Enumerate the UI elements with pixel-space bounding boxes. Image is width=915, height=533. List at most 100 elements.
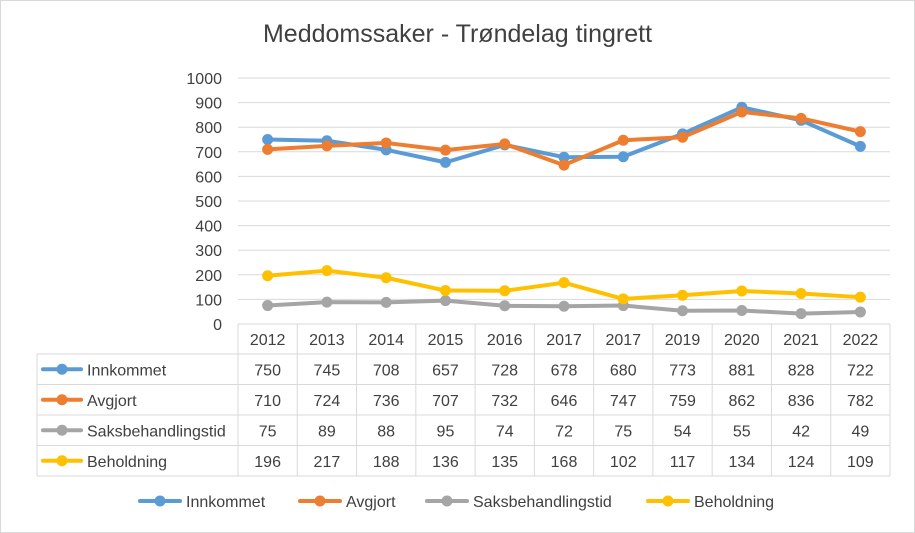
x-tick-label: 2014 <box>368 332 404 349</box>
y-tick-label: 400 <box>195 219 222 236</box>
data-point-beholdning <box>736 285 748 297</box>
data-point-avgjort <box>558 159 570 171</box>
data-table: 2012 2013 2014 2015 2016 2017 2017 2019 2020 2021… <box>36 323 891 477</box>
grid-lines <box>238 77 890 325</box>
table-cell: 75 <box>259 423 277 440</box>
x-tick-label: 2020 <box>724 332 760 349</box>
data-point-avgjort <box>262 143 274 155</box>
table-cell: 710 <box>254 393 281 410</box>
table-cell: 724 <box>314 393 341 410</box>
x-tick-label: 2022 <box>843 332 879 349</box>
table-cell: 678 <box>551 362 578 379</box>
data-point-beholdning <box>262 270 274 282</box>
table-cell: 862 <box>728 393 755 410</box>
x-tick-label: 2015 <box>428 332 464 349</box>
table-cell: 646 <box>551 393 578 410</box>
table-cell: 881 <box>728 362 755 379</box>
data-point-beholdning <box>558 277 570 289</box>
table-cell: 124 <box>788 454 815 471</box>
table-cell: 135 <box>491 454 518 471</box>
table-cell: 109 <box>847 454 874 471</box>
legend-label: Beholdning <box>694 494 774 511</box>
data-point-avgjort <box>854 126 866 138</box>
table-cell: 95 <box>437 423 455 440</box>
table-cell: 657 <box>432 362 459 379</box>
data-point-innkommet <box>617 151 629 163</box>
table-cell: 49 <box>851 423 869 440</box>
row-label: Avgjort <box>87 393 137 410</box>
table-cell: 828 <box>788 362 815 379</box>
table-cell: 736 <box>373 393 400 410</box>
table-cell: 836 <box>788 393 815 410</box>
data-point-beholdning <box>617 293 629 305</box>
legend-key-marker <box>154 495 166 507</box>
data-point-saksbehandlingstid <box>854 306 866 318</box>
data-point-saksbehandlingstid <box>677 305 689 317</box>
table-cell: 72 <box>555 423 573 440</box>
data-point-innkommet <box>439 156 451 168</box>
data-point-innkommet <box>558 151 570 163</box>
data-point-saksbehandlingstid <box>499 300 511 312</box>
y-tick-label: 100 <box>195 292 222 309</box>
data-point-beholdning <box>499 285 511 297</box>
y-tick-label: 500 <box>195 194 222 211</box>
table-cell: 728 <box>491 362 518 379</box>
data-point-innkommet <box>262 134 274 145</box>
table-cell: 759 <box>669 393 696 410</box>
row-label: Saksbehandlingstid <box>87 423 226 440</box>
x-tick-label: 2017 <box>546 332 582 349</box>
data-point-avgjort <box>736 106 748 118</box>
table-cell: 75 <box>614 423 632 440</box>
x-tick-label: 2012 <box>250 332 286 349</box>
legend: Innkommet Avgjort Saksbehandlingstid Behold… <box>138 494 774 511</box>
table-cell: 134 <box>728 454 755 471</box>
data-point-saksbehandlingstid <box>736 304 748 316</box>
x-tick-label: 2016 <box>487 332 523 349</box>
table-cell: 722 <box>847 362 874 379</box>
data-point-avgjort <box>321 140 333 152</box>
row-label: Innkommet <box>87 362 167 379</box>
table-cell: 89 <box>318 423 336 440</box>
data-point-avgjort <box>677 131 689 143</box>
data-point-saksbehandlingstid <box>380 296 392 308</box>
row-key-marker <box>56 394 68 406</box>
legend-key-marker <box>441 495 453 507</box>
chart-title: Meddomssaker - Trøndelag tingrett <box>262 20 653 48</box>
data-point-beholdning <box>677 289 689 301</box>
legend-label: Saksbehandlingstid <box>473 494 612 511</box>
legend-key-marker <box>662 495 674 507</box>
data-point-saksbehandlingstid <box>795 308 807 320</box>
y-tick-label: 1000 <box>186 71 222 88</box>
table-cell: 88 <box>377 423 395 440</box>
y-axis-ticks: 0 100 200 300 400 500 600 700 800 900 1000 <box>186 71 222 334</box>
data-point-saksbehandlingstid <box>262 300 274 312</box>
y-tick-label: 300 <box>195 243 222 260</box>
row-key-marker <box>56 455 68 467</box>
data-point-beholdning <box>439 285 451 297</box>
x-tick-label: 2019 <box>665 332 701 349</box>
table-cell: 750 <box>254 362 281 379</box>
data-point-avgjort <box>795 112 807 124</box>
row-key-marker <box>56 424 68 436</box>
table-cell: 136 <box>432 454 459 471</box>
legend-label: Innkommet <box>186 494 266 511</box>
data-point-saksbehandlingstid <box>321 296 333 308</box>
y-tick-label: 0 <box>213 317 222 334</box>
table-cell: 217 <box>314 454 341 471</box>
y-tick-label: 700 <box>195 145 222 162</box>
table-cell: 708 <box>373 362 400 379</box>
data-point-saksbehandlingstid <box>439 295 451 307</box>
table-cell: 55 <box>733 423 751 440</box>
table-cell: 747 <box>610 393 637 410</box>
data-point-avgjort <box>439 144 451 156</box>
data-point-beholdning <box>321 265 333 277</box>
table-cell: 54 <box>674 423 692 440</box>
table-cell: 782 <box>847 393 874 410</box>
x-tick-label: 2013 <box>309 332 345 349</box>
y-tick-label: 600 <box>195 169 222 186</box>
table-cell: 732 <box>491 393 518 410</box>
data-point-avgjort <box>617 134 629 146</box>
table-cell: 42 <box>792 423 810 440</box>
table-cell: 117 <box>670 454 696 471</box>
